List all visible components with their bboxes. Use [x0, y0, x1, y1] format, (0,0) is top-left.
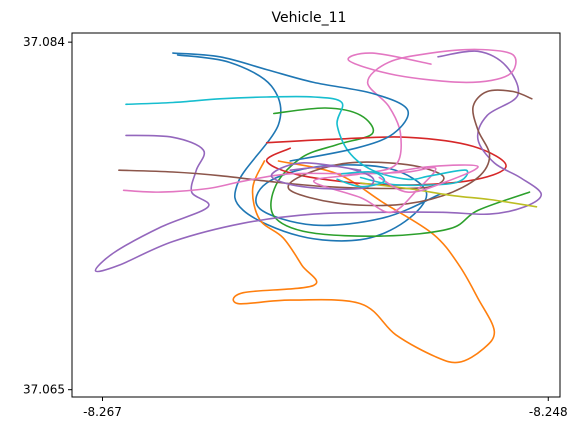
trajectory-line-10 — [172, 52, 410, 162]
trajectory-line-13 — [336, 170, 386, 188]
trajectory-line-4 — [265, 136, 507, 186]
trajectory-line-7 — [122, 48, 517, 214]
trajectory-line-9 — [125, 95, 469, 187]
x-tick-label: -8.248 — [529, 405, 568, 419]
trajectory-line-5 — [94, 50, 543, 273]
y-tick-label: 37.065 — [23, 383, 65, 397]
trajectory-line-2 — [232, 160, 496, 364]
chart-title: Vehicle_11 — [272, 10, 347, 26]
x-axis: -8.267 -8.248 — [83, 397, 568, 419]
plot-lines — [94, 48, 543, 364]
trajectory-line-12 — [378, 164, 479, 193]
y-axis: 37.065 37.084 — [23, 35, 72, 397]
trajectory-line-6 — [118, 89, 533, 207]
trajectory-line-11 — [270, 162, 375, 190]
x-tick-label: -8.267 — [83, 405, 122, 419]
y-tick-label: 37.084 — [23, 35, 65, 49]
trajectory-line-3 — [270, 107, 531, 237]
plot-frame — [71, 32, 561, 398]
trajectory-line-8 — [359, 182, 538, 208]
